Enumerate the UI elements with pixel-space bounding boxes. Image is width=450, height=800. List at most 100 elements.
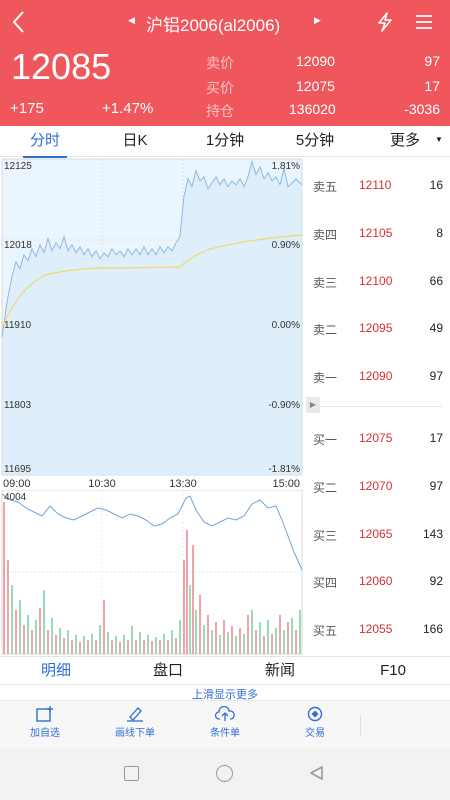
y-tick-right-3: -0.90% [268, 400, 300, 411]
ask1-label: 卖一 [313, 371, 338, 385]
ask4-label: 卖四 [313, 228, 338, 242]
prev-contract-icon[interactable]: ◀ [128, 15, 135, 25]
page-title: 沪铝2006(al2006) [146, 16, 281, 35]
last-price: 12085 [11, 46, 112, 87]
bid3-price[interactable]: 12065 [359, 527, 393, 541]
ask1-price[interactable]: 12090 [359, 369, 393, 383]
action-toolbar [0, 700, 450, 748]
quote-extra-oi: -3036 [404, 101, 440, 117]
slide-hint: 上滑显示更多 [192, 689, 258, 701]
menu-icon[interactable] [415, 13, 433, 36]
bid4-price[interactable]: 12060 [359, 574, 393, 588]
ask3-price[interactable]: 12100 [359, 274, 393, 288]
tab-detail[interactable]: 明细 [40, 662, 71, 679]
tab-1min[interactable]: 1分钟 [205, 132, 245, 149]
price-change: +175 [10, 100, 44, 117]
order-book: ▶ 卖五 12110 16 卖四 12105 8 卖三 12100 66 卖二 … [306, 157, 450, 657]
quote-value-bid: 12075 [296, 78, 335, 94]
bid4-label: 买四 [313, 576, 338, 590]
x-tick-1: 10:30 [88, 478, 116, 490]
recent-apps-icon[interactable] [124, 766, 139, 781]
more-dropdown-icon[interactable]: ▼ [435, 135, 443, 144]
bid5-label: 买五 [313, 624, 338, 638]
y-tick-left-1: 12018 [4, 240, 32, 251]
y-tick-right-4: -1.81% [268, 464, 300, 475]
ask2-label: 卖二 [313, 323, 338, 337]
trade-button[interactable]: 交易 [270, 704, 360, 744]
bid1-volume: 17 [429, 431, 443, 445]
volume-chart[interactable]: 4004 [0, 490, 306, 656]
trade-icon [307, 706, 323, 722]
order-book-divider [316, 406, 442, 407]
conditional-order-label: 条件单 [210, 728, 240, 739]
bid5-price[interactable]: 12055 [359, 622, 393, 636]
quote-extra-ask: 97 [424, 53, 440, 69]
bid3-volume: 143 [422, 527, 443, 541]
ask4-volume: 8 [436, 226, 443, 240]
tab-intraday[interactable]: 分时 [0, 126, 90, 158]
quote-label-ask: 卖价 [206, 55, 234, 71]
bid1-price[interactable]: 12075 [359, 431, 393, 445]
ask2-price[interactable]: 12095 [359, 321, 393, 335]
add-watchlist-label: 加自选 [30, 728, 60, 739]
tab-orderbook[interactable]: 盘口 [152, 662, 183, 679]
ask5-label: 卖五 [313, 180, 338, 194]
pen-icon [127, 707, 143, 722]
average-price-line [1, 234, 303, 328]
period-tabs: 分时 日K 1分钟 5分钟 更多 ▼ [0, 126, 450, 158]
y-tick-right-2: 0.00% [272, 320, 300, 331]
quote-header: ◀ 沪铝2006(al2006) ▶ 12085 +175 +1.47% 卖价 … [0, 0, 450, 126]
tab-5min[interactable]: 5分钟 [295, 132, 335, 149]
y-tick-left-4: 11695 [4, 464, 32, 475]
chart-collapse-handle[interactable]: ▶ [306, 397, 320, 413]
back-icon[interactable] [10, 10, 32, 34]
home-icon[interactable] [216, 765, 233, 782]
bid2-label: 买二 [313, 481, 338, 495]
bid1-label: 买一 [313, 433, 338, 447]
ask3-label: 卖三 [313, 276, 338, 290]
intraday-price-chart[interactable]: 12125 12018 11910 11803 11695 1.81% 0.90… [0, 157, 306, 490]
bid4-volume: 92 [429, 574, 443, 588]
ask5-volume: 16 [429, 178, 443, 192]
add-watchlist-button[interactable]: 加自选 [0, 704, 90, 744]
tab-more[interactable]: 更多 [389, 132, 420, 149]
ask4-price[interactable]: 12105 [359, 226, 393, 240]
x-tick-0: 09:00 [3, 478, 31, 490]
trade-label: 交易 [305, 728, 325, 739]
quote-value-ask: 12090 [296, 53, 335, 69]
volume-max-label: 4004 [4, 492, 27, 503]
price-change-percent: +1.47% [102, 100, 154, 117]
bid5-volume: 166 [422, 622, 443, 636]
toolbar-separator [360, 716, 361, 736]
quote-label-oi: 持仓 [206, 103, 234, 119]
flash-icon[interactable] [376, 12, 394, 37]
x-tick-2: 13:30 [169, 478, 197, 490]
tab-daily-k[interactable]: 日K [122, 132, 148, 149]
bid3-label: 买三 [313, 529, 338, 543]
y-tick-left-2: 11910 [4, 320, 32, 331]
conditional-order-button[interactable]: 条件单 [180, 704, 270, 744]
draw-line-order-button[interactable]: 画线下单 [90, 704, 180, 744]
volume-bars [3, 502, 301, 654]
tab-f10[interactable]: F10 [380, 662, 406, 679]
ask5-price[interactable]: 12110 [359, 178, 392, 192]
y-tick-left-3: 11803 [4, 400, 32, 411]
quote-value-oi: 136020 [289, 101, 336, 117]
open-interest-line [1, 493, 303, 571]
y-tick-left-0: 12125 [4, 161, 32, 172]
x-tick-3: 15:00 [272, 478, 300, 490]
price-area-fill [2, 162, 302, 475]
y-tick-right-0: 1.81% [272, 161, 300, 172]
quote-extra-bid: 17 [424, 78, 440, 94]
bid2-price[interactable]: 12070 [359, 479, 393, 493]
tab-news[interactable]: 新闻 [264, 662, 295, 679]
y-tick-right-1: 0.90% [272, 240, 300, 251]
ask2-volume: 49 [429, 321, 443, 335]
next-contract-icon[interactable]: ▶ [314, 15, 321, 25]
quote-label-bid: 买价 [206, 80, 234, 96]
back-nav-icon[interactable] [308, 765, 324, 786]
ask3-volume: 66 [429, 274, 443, 288]
bid2-volume: 97 [429, 479, 443, 493]
draw-line-order-label: 画线下单 [115, 728, 155, 739]
ask1-volume: 97 [429, 369, 443, 383]
